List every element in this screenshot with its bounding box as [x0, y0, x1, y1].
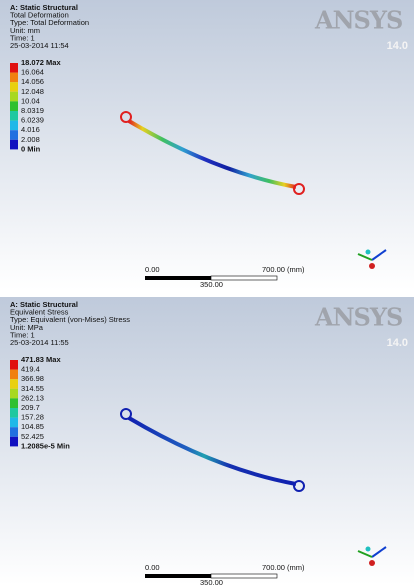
logo-name: ANSYS	[314, 6, 402, 35]
legend-label: 419.4	[21, 365, 40, 374]
scale-middle: 350.00	[200, 578, 223, 585]
legend-label: 12.048	[21, 87, 44, 96]
legend-color	[10, 360, 18, 370]
legend-color	[10, 418, 18, 428]
header-line: 25-03-2014 11:55	[10, 338, 69, 347]
legend-color	[10, 121, 18, 131]
legend-label: 0 Min	[21, 144, 41, 153]
legend-label: 471.83 Max	[21, 355, 61, 364]
legend-label: 10.04	[21, 96, 40, 105]
scale-start: 0.00	[145, 563, 160, 572]
legend-color	[10, 398, 18, 408]
legend-color	[10, 408, 18, 418]
legend-color	[10, 370, 18, 380]
legend-label: 2.008	[21, 135, 40, 144]
triad-origin	[369, 560, 375, 566]
scale-end: 700.00 (mm)	[262, 265, 305, 274]
legend-color	[10, 111, 18, 121]
legend-label: 366.98	[21, 374, 44, 383]
legend-color	[10, 427, 18, 437]
scale-middle: 350.00	[200, 280, 223, 289]
legend-color	[10, 389, 18, 399]
legend-color	[10, 437, 18, 447]
page: A: Static StructuralTotal DeformationTyp…	[0, 0, 414, 585]
legend-label: 157.28	[21, 413, 44, 422]
legend-label: 6.0239	[21, 116, 44, 125]
triad-dot	[366, 547, 371, 552]
logo-version: 14.0	[387, 337, 408, 349]
legend-label: 262.13	[21, 393, 44, 402]
legend-label: 52.425	[21, 432, 44, 441]
legend-label: 1.2085e-5 Min	[21, 441, 70, 450]
legend-label: 8.0319	[21, 106, 44, 115]
logo-name: ANSYS	[314, 303, 402, 332]
legend-color	[10, 82, 18, 92]
scale-start: 0.00	[145, 265, 160, 274]
legend-color	[10, 63, 18, 73]
logo-version: 14.0	[387, 40, 408, 52]
triad-origin	[369, 263, 375, 269]
legend-color	[10, 140, 18, 150]
legend-color	[10, 101, 18, 111]
legend-label: 14.056	[21, 77, 44, 86]
legend-label: 16.064	[21, 68, 44, 77]
legend-color	[10, 379, 18, 389]
legend-color	[10, 92, 18, 102]
legend-label: 18.072 Max	[21, 58, 61, 67]
legend-label: 4.016	[21, 125, 40, 134]
legend-color	[10, 130, 18, 140]
legend-label: 209.7	[21, 403, 40, 412]
triad-dot	[366, 250, 371, 255]
scale-end: 700.00 (mm)	[262, 563, 305, 572]
legend-label: 104.85	[21, 422, 44, 431]
legend-label: 314.55	[21, 384, 44, 393]
legend-color	[10, 73, 18, 83]
header-line: 25-03-2014 11:54	[10, 41, 69, 50]
